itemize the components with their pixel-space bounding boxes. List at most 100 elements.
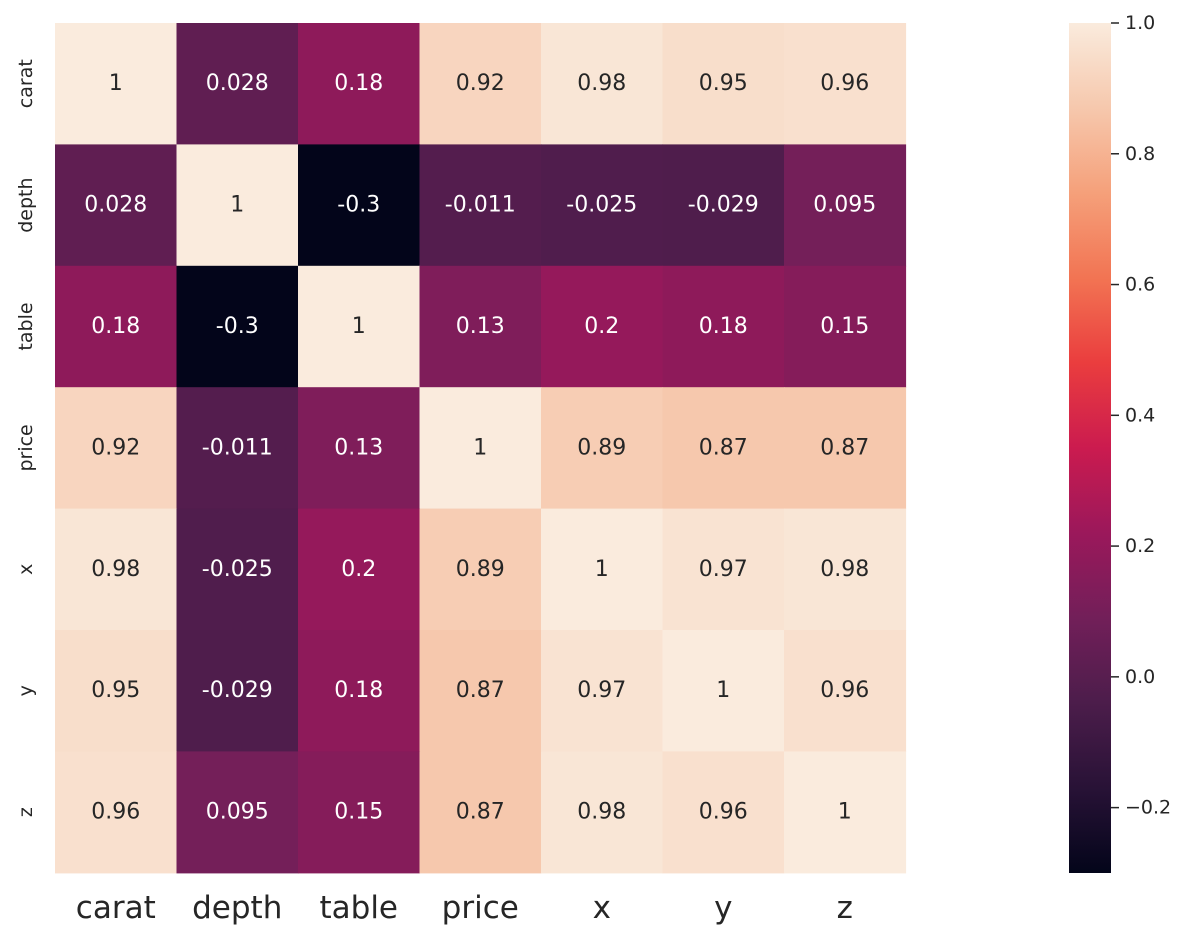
colorbar-tick-label: 1.0 xyxy=(1125,12,1155,34)
colorbar-gradient xyxy=(1069,23,1111,873)
x-tick-label-x: x xyxy=(593,890,611,926)
heatmap-cell-x-depth xyxy=(176,508,299,631)
heatmap-annotation-depth-y: -0.029 xyxy=(688,193,759,218)
y-tick-label-depth: depth xyxy=(15,177,37,232)
heatmap-annotation-table-carat: 0.18 xyxy=(91,314,140,339)
heatmap-annotation-x-y: 0.97 xyxy=(699,557,748,582)
heatmap-cell-x-y xyxy=(662,508,785,631)
heatmap-cell-carat-carat xyxy=(55,23,178,145)
heatmap-annotation-z-price: 0.87 xyxy=(456,800,505,825)
heatmap-cell-z-y xyxy=(662,751,785,874)
heatmap-cell-z-carat xyxy=(55,751,178,874)
heatmap-annotation-carat-y: 0.95 xyxy=(699,71,748,96)
heatmap-cell-price-x xyxy=(541,387,664,510)
heatmap-cell-carat-z xyxy=(784,23,907,145)
heatmap-cell-table-depth xyxy=(176,265,299,388)
heatmap-cell-price-carat xyxy=(55,387,178,510)
heatmap-annotation-y-carat: 0.95 xyxy=(91,678,140,703)
heatmap-annotation-price-x: 0.89 xyxy=(577,435,626,460)
heatmap-cell-table-carat xyxy=(55,265,178,388)
heatmap-cell-x-carat xyxy=(55,508,178,631)
x-axis-tick-labels: carat depth table price x y z xyxy=(76,890,853,926)
heatmap-annotation-x-price: 0.89 xyxy=(456,557,505,582)
heatmap-annotation-price-depth: -0.011 xyxy=(202,435,273,460)
heatmap-annotation-x-z: 0.98 xyxy=(820,557,869,582)
heatmap-annotation-carat-z: 0.96 xyxy=(820,71,869,96)
colorbar-tick-label: 0.8 xyxy=(1125,143,1155,165)
y-tick-label-y: y xyxy=(15,685,37,696)
heatmap-annotation-carat-table: 0.18 xyxy=(334,71,383,96)
heatmap-cell-y-price xyxy=(419,630,542,752)
heatmap-annotation-carat-depth: 0.028 xyxy=(206,71,269,96)
colorbar-tick-label: 0.2 xyxy=(1125,535,1155,557)
heatmap-annotation-table-x: 0.2 xyxy=(584,314,619,339)
x-tick-label-y: y xyxy=(714,890,732,926)
y-tick-label-carat: carat xyxy=(15,59,37,108)
y-axis-tick-labels: carat depth table price x y z xyxy=(15,59,37,817)
heatmap-cell-x-z xyxy=(784,508,907,631)
y-tick-label-z: z xyxy=(15,807,37,817)
heatmap-cell-depth-y xyxy=(662,144,785,267)
heatmap-cell-carat-y xyxy=(662,23,785,145)
heatmap-cell-carat-price xyxy=(419,23,542,145)
heatmap-cell-z-price xyxy=(419,751,542,874)
heatmap-annotation-z-depth: 0.095 xyxy=(206,800,269,825)
heatmap-cell-price-table xyxy=(298,387,421,510)
x-tick-label-z: z xyxy=(837,890,853,926)
colorbar: −0.2 0.0 0.2 0.4 0.6 0.8 1.0 xyxy=(1069,12,1171,873)
heatmap-cell-y-y xyxy=(662,630,785,752)
heatmap-annotation-z-carat: 0.96 xyxy=(91,800,140,825)
colorbar-ticks: −0.2 0.0 0.2 0.4 0.6 0.8 1.0 xyxy=(1111,12,1171,819)
heatmap-cell-z-z xyxy=(784,751,907,874)
heatmap-cell-table-z xyxy=(784,265,907,388)
heatmap-annotation-carat-price: 0.92 xyxy=(456,71,505,96)
heatmap-cell-price-z xyxy=(784,387,907,510)
heatmap-cell-price-depth xyxy=(176,387,299,510)
heatmap-cell-carat-depth xyxy=(176,23,299,145)
heatmap-annotation-z-y: 0.96 xyxy=(699,800,748,825)
heatmap-annotation-depth-table: -0.3 xyxy=(337,193,380,218)
heatmap-annotation-price-table: 0.13 xyxy=(334,435,383,460)
colorbar-tick-label: 0.0 xyxy=(1125,666,1155,688)
x-tick-label-depth: depth xyxy=(192,890,282,926)
heatmap-annotation-x-x: 1 xyxy=(595,557,609,582)
heatmap-annotation-table-table: 1 xyxy=(352,314,366,339)
heatmap-cell-carat-table xyxy=(298,23,421,145)
heatmap-annotation-x-depth: -0.025 xyxy=(202,557,273,582)
colorbar-tick-label: 0.6 xyxy=(1125,274,1155,296)
heatmap-cell-x-price xyxy=(419,508,542,631)
heatmap-cell-table-x xyxy=(541,265,664,388)
heatmap-cell-depth-table xyxy=(298,144,421,267)
heatmap-annotation-price-y: 0.87 xyxy=(699,435,748,460)
heatmap-annotation-carat-carat: 1 xyxy=(109,71,123,96)
heatmap-cell-x-x xyxy=(541,508,664,631)
heatmap-cell-depth-price xyxy=(419,144,542,267)
heatmap-cell-y-x xyxy=(541,630,664,752)
y-tick-label-table: table xyxy=(15,302,37,350)
heatmap-cells xyxy=(55,23,907,874)
heatmap-annotation-x-table: 0.2 xyxy=(341,557,376,582)
heatmap-annotations: 1 0.028 0.18 0.92 0.98 0.95 0.96 0.028 1 -0.3 -0.0… xyxy=(84,71,876,824)
x-tick-label-price: price xyxy=(442,890,519,926)
heatmap-annotation-x-carat: 0.98 xyxy=(91,557,140,582)
heatmap-cell-y-z xyxy=(784,630,907,752)
heatmap-cell-table-price xyxy=(419,265,542,388)
x-tick-label-carat: carat xyxy=(76,890,156,926)
y-tick-label-price: price xyxy=(15,424,37,471)
heatmap-cell-depth-depth xyxy=(176,144,299,267)
heatmap-annotation-y-price: 0.87 xyxy=(456,678,505,703)
heatmap-annotation-depth-x: -0.025 xyxy=(566,193,637,218)
colorbar-tick-label: 0.4 xyxy=(1125,404,1155,426)
heatmap-cell-depth-carat xyxy=(55,144,178,267)
heatmap-annotation-y-depth: -0.029 xyxy=(202,678,273,703)
heatmap-cell-y-table xyxy=(298,630,421,752)
heatmap-annotation-depth-carat: 0.028 xyxy=(84,193,147,218)
heatmap-cell-price-y xyxy=(662,387,785,510)
heatmap-cell-price-price xyxy=(419,387,542,510)
heatmap-annotation-y-y: 1 xyxy=(716,678,730,703)
heatmap-annotation-z-x: 0.98 xyxy=(577,800,626,825)
heatmap-cell-carat-x xyxy=(541,23,664,145)
heatmap-annotation-table-z: 0.15 xyxy=(820,314,869,339)
heatmap-annotation-z-table: 0.15 xyxy=(334,800,383,825)
heatmap-annotation-table-depth: -0.3 xyxy=(216,314,259,339)
